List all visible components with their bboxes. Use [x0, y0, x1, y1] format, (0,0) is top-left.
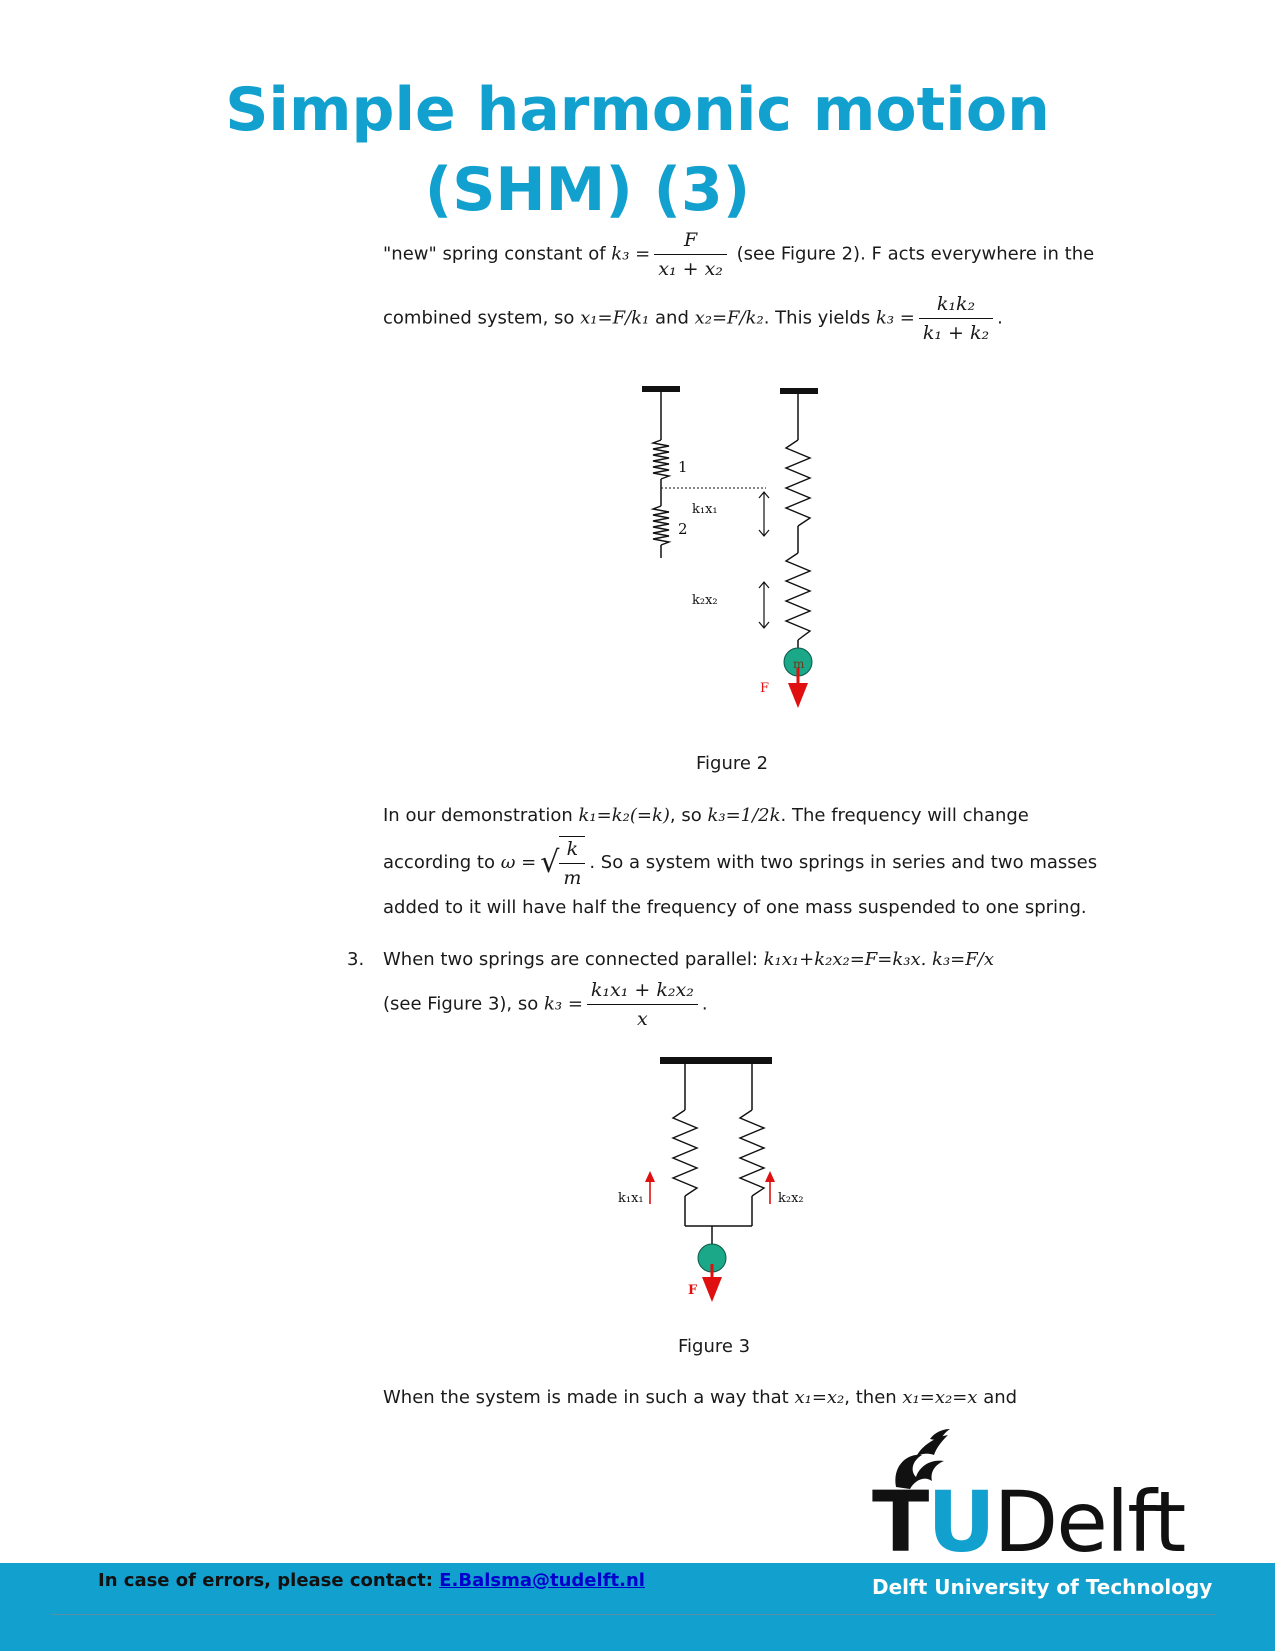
label-k1x1: k₁x₁	[618, 1191, 644, 1206]
extension-arrow-2	[758, 581, 770, 629]
text: and	[649, 307, 695, 329]
ceiling-bar	[780, 388, 818, 394]
spring-2	[650, 505, 672, 546]
list-item-3: When two springs are connected parallel:…	[383, 948, 994, 972]
footer-contact: In case of errors, please contact: E.Bal…	[98, 1570, 645, 1591]
paragraph-omega: according to ω = √ k m. So a system with tw…	[383, 836, 1097, 890]
ceiling-bar	[660, 1057, 772, 1064]
equation-k3-half: k₃=1/2k	[707, 805, 781, 826]
text: , then	[844, 1387, 903, 1408]
footer-divider	[52, 1614, 1216, 1615]
text: according to	[383, 852, 501, 873]
paragraph-half-frequency: added to it will have half the frequency…	[383, 897, 1087, 918]
force-label: F	[760, 681, 769, 696]
text: .	[997, 307, 1003, 329]
text: and	[977, 1387, 1018, 1408]
text: When the system is made in such a way th…	[383, 1387, 795, 1408]
logo-letter-t: T	[872, 1473, 929, 1571]
k3-symbol: k₃ =	[875, 307, 915, 329]
logo-letter-u: U	[927, 1473, 995, 1571]
text: When two springs are connected parallel:	[383, 949, 764, 970]
fraction-denominator: x	[637, 1008, 648, 1030]
force-arrow	[788, 668, 808, 708]
paragraph-combined-system: combined system, so x₁=F/k₁ and x₂=F/k₂.…	[383, 292, 1003, 345]
equation-k-equal: k₁=k₂(=k)	[578, 805, 670, 826]
equation-x1-x2: x₁=x₂	[794, 1387, 845, 1408]
spring-long-2	[784, 552, 812, 641]
equation-x2: x₂=F/k₂	[694, 307, 764, 329]
flame-icon	[895, 1429, 950, 1489]
paragraph-demonstration: In our demonstration k₁=k₂(=k), so k₃=1/…	[383, 804, 1029, 828]
logo-delft: Delft	[993, 1473, 1187, 1571]
list-number-3: 3.	[347, 949, 365, 970]
ceiling-bar	[642, 386, 680, 392]
fraction-numerator: k₁x₁ + k₂x₂	[586, 978, 698, 1005]
spring-long-1	[784, 439, 812, 527]
force-label: F	[688, 1283, 698, 1298]
footer-university: Delft University of Technology	[872, 1575, 1213, 1599]
figure-3-caption: Figure 3	[678, 1336, 751, 1357]
equation-x-equal: x₁=x₂=x	[902, 1387, 978, 1408]
text: combined system, so	[383, 307, 581, 329]
text: (see Figure 2). F acts everywhere in the	[736, 243, 1095, 265]
footer-email-link[interactable]: E.Balsma@tudelft.nl	[439, 1570, 645, 1591]
k3-symbol: k₃ =	[611, 243, 651, 265]
tudelft-logo: TUDelft	[872, 1480, 1186, 1564]
fraction-denominator: m	[563, 867, 582, 889]
label-k1x1: k₁x₁	[692, 502, 718, 517]
page-title-line2: (SHM) (3)	[424, 155, 751, 225]
paragraph-see-figure-3: (see Figure 3), so k₃ = k₁x₁ + k₂x₂ x.	[383, 978, 708, 1031]
spring-label-1: 1	[678, 458, 688, 476]
extension-arrow-1	[758, 491, 770, 537]
page-title-line1: Simple harmonic motion	[225, 75, 1050, 145]
label-k2x2: k₂x₂	[692, 593, 718, 608]
tension-arrow-right	[765, 1171, 775, 1204]
omega-symbol: ω =	[500, 852, 537, 873]
fraction-numerator: F	[654, 228, 727, 255]
fraction-numerator: k₁k₂	[918, 292, 994, 319]
figure-3-parallel-springs: k₁x₁ k₂x₂ F	[618, 1057, 804, 1302]
text: "new" spring constant of	[383, 243, 612, 265]
paragraph-equal-extension: When the system is made in such a way th…	[383, 1386, 1017, 1410]
spring-label-2: 2	[678, 520, 688, 538]
force-arrow	[702, 1264, 722, 1302]
fraction-denominator: k₁ + k₂	[922, 322, 990, 344]
footer-bar	[0, 1563, 1275, 1651]
text: , so	[669, 805, 708, 826]
fraction-series-k: k₁k₂ k₁ + k₂	[918, 292, 994, 345]
figure-2-series-springs: 1 2 k₁x₁ k₂x₂ m F	[642, 386, 818, 708]
text: In our demonstration	[383, 805, 579, 826]
fraction-numerator: k	[559, 837, 586, 864]
label-k2x2: k₂x₂	[778, 1191, 804, 1206]
equation-x1: x₁=F/k₁	[580, 307, 650, 329]
k3-symbol: k₃ =	[543, 993, 583, 1015]
footer-contact-label: In case of errors, please contact:	[98, 1570, 440, 1591]
text: . This yields	[763, 307, 876, 329]
figure-2-caption: Figure 2	[696, 753, 769, 774]
text: . The frequency will change	[780, 805, 1029, 826]
fraction-parallel-k: k₁x₁ + k₂x₂ x	[586, 978, 698, 1031]
text: . So a system with two springs in series…	[589, 852, 1098, 873]
text: .	[701, 993, 708, 1015]
spring-right	[738, 1109, 766, 1197]
tension-arrow-left	[645, 1171, 655, 1204]
sqrt-sign: √	[540, 845, 560, 880]
equation-parallel: k₁x₁+k₂x₂=F=k₃x. k₃=F/x	[763, 949, 994, 970]
mass-label: m	[793, 657, 805, 671]
text: (see Figure 3), so	[383, 993, 544, 1015]
fraction-denominator: x₁ + x₂	[658, 258, 723, 280]
spring-left	[671, 1109, 699, 1197]
spring-1	[650, 439, 672, 480]
